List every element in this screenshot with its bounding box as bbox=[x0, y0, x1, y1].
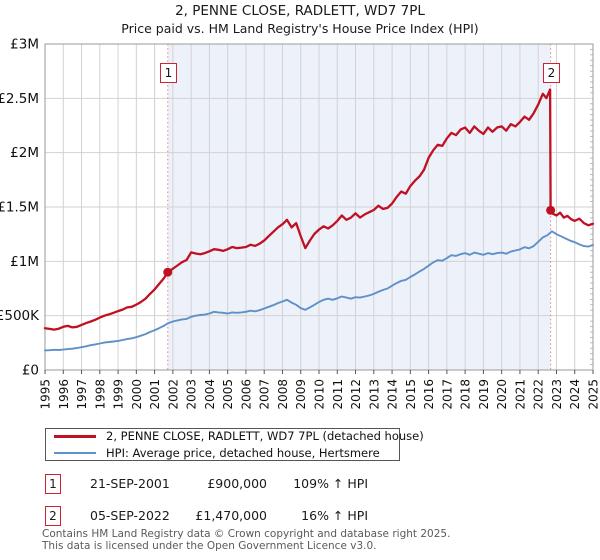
x-axis-label: 2011 bbox=[331, 379, 345, 410]
x-axis-label: 2003 bbox=[185, 379, 199, 410]
x-axis-label: 2000 bbox=[130, 379, 144, 410]
sale-annotation-row-2: 2 05-SEP-2022 £1,470,000 16% ↑ HPI bbox=[0, 506, 600, 528]
footer: Contains HM Land Registry data © Crown c… bbox=[42, 528, 451, 552]
x-axis-label: 2017 bbox=[440, 379, 454, 410]
sale-marker-dot bbox=[163, 267, 173, 277]
hpi-line-swatch bbox=[54, 451, 96, 455]
x-axis-label: 1998 bbox=[93, 379, 107, 410]
sale-marker-1-flag: 1 bbox=[160, 63, 177, 83]
x-axis-label: 2005 bbox=[221, 379, 235, 410]
x-axis-label: 2025 bbox=[587, 379, 600, 410]
x-axis-label: 2002 bbox=[166, 379, 180, 410]
x-axis-label: 2010 bbox=[313, 379, 327, 410]
x-axis-label: 2004 bbox=[203, 379, 217, 410]
x-axis-label: 1995 bbox=[39, 379, 53, 410]
sale-1-hpi-change: 109% ↑ HPI bbox=[293, 476, 368, 491]
x-axis-label: 1997 bbox=[75, 379, 89, 410]
x-axis-label: 2015 bbox=[404, 379, 418, 410]
x-axis-label: 2023 bbox=[550, 379, 564, 410]
y-axis-label: £1M bbox=[10, 254, 39, 270]
x-axis-label: 2024 bbox=[568, 379, 582, 410]
legend-label-property: 2, PENNE CLOSE, RADLETT, WD7 7PL (detach… bbox=[106, 429, 424, 443]
sale-1-price: £900,000 bbox=[207, 476, 267, 491]
sale-marker-2-flag: 2 bbox=[543, 63, 560, 83]
sale-1-number-box: 1 bbox=[45, 474, 61, 494]
y-axis-label: £2M bbox=[10, 145, 39, 161]
x-axis-label: 1996 bbox=[57, 379, 71, 410]
x-axis-label: 2001 bbox=[148, 379, 162, 410]
y-axis-label: £0 bbox=[22, 363, 39, 379]
x-axis-label: 2022 bbox=[532, 379, 546, 410]
sale-1-date: 21-SEP-2001 bbox=[90, 476, 170, 491]
x-axis-label: 2012 bbox=[349, 379, 363, 410]
x-axis-label: 1999 bbox=[112, 379, 126, 410]
x-axis-label: 2014 bbox=[386, 379, 400, 410]
x-axis-label: 2006 bbox=[239, 379, 253, 410]
footer-line-2: This data is licensed under the Open Gov… bbox=[42, 539, 377, 552]
x-axis-label: 2016 bbox=[422, 379, 436, 410]
sale-2-number-box: 2 bbox=[45, 506, 61, 526]
x-axis-label: 2008 bbox=[276, 379, 290, 410]
x-axis-label: 2021 bbox=[513, 379, 527, 410]
property-line-swatch bbox=[54, 434, 96, 438]
page-title: 2, PENNE CLOSE, RADLETT, WD7 7PL bbox=[175, 3, 425, 19]
price-chart: £0 £500K £1M £1.5M £2M £2.5M £3M 1995 1996 1997 19… bbox=[0, 37, 600, 410]
x-axis-label: 2020 bbox=[495, 379, 509, 410]
y-axis-label: £3M bbox=[10, 37, 39, 53]
legend-label-hpi: HPI: Average price, detached house, Hert… bbox=[106, 446, 380, 460]
legend-item-property: 2, PENNE CLOSE, RADLETT, WD7 7PL (detach… bbox=[46, 429, 424, 443]
page-subtitle: Price paid vs. HM Land Registry's House … bbox=[121, 21, 479, 36]
y-axis-label: £1.5M bbox=[0, 200, 39, 216]
y-axis-label: £2.5M bbox=[0, 91, 39, 107]
legend-item-hpi: HPI: Average price, detached house, Hert… bbox=[46, 446, 399, 460]
x-axis-label: 2018 bbox=[459, 379, 473, 410]
sale-annotation-row-1: 1 21-SEP-2001 £900,000 109% ↑ HPI bbox=[0, 474, 600, 496]
hpi-line bbox=[44, 230, 594, 352]
sale-marker-dot bbox=[546, 205, 556, 215]
x-axis-label: 2007 bbox=[258, 379, 272, 410]
property-price-line bbox=[43, 88, 595, 331]
y-axis-label: £500K bbox=[0, 308, 40, 324]
sale-2-price: £1,470,000 bbox=[195, 508, 267, 523]
x-axis-label: 2013 bbox=[367, 379, 381, 410]
sale-2-date: 05-SEP-2022 bbox=[90, 508, 170, 523]
x-axis-label: 2009 bbox=[294, 379, 308, 410]
footer-line-1: Contains HM Land Registry data © Crown c… bbox=[42, 528, 451, 540]
x-axis-label: 2019 bbox=[477, 379, 491, 410]
legend: 2, PENNE CLOSE, RADLETT, WD7 7PL (detach… bbox=[45, 428, 424, 461]
sale-2-hpi-change: 16% ↑ HPI bbox=[301, 508, 368, 523]
